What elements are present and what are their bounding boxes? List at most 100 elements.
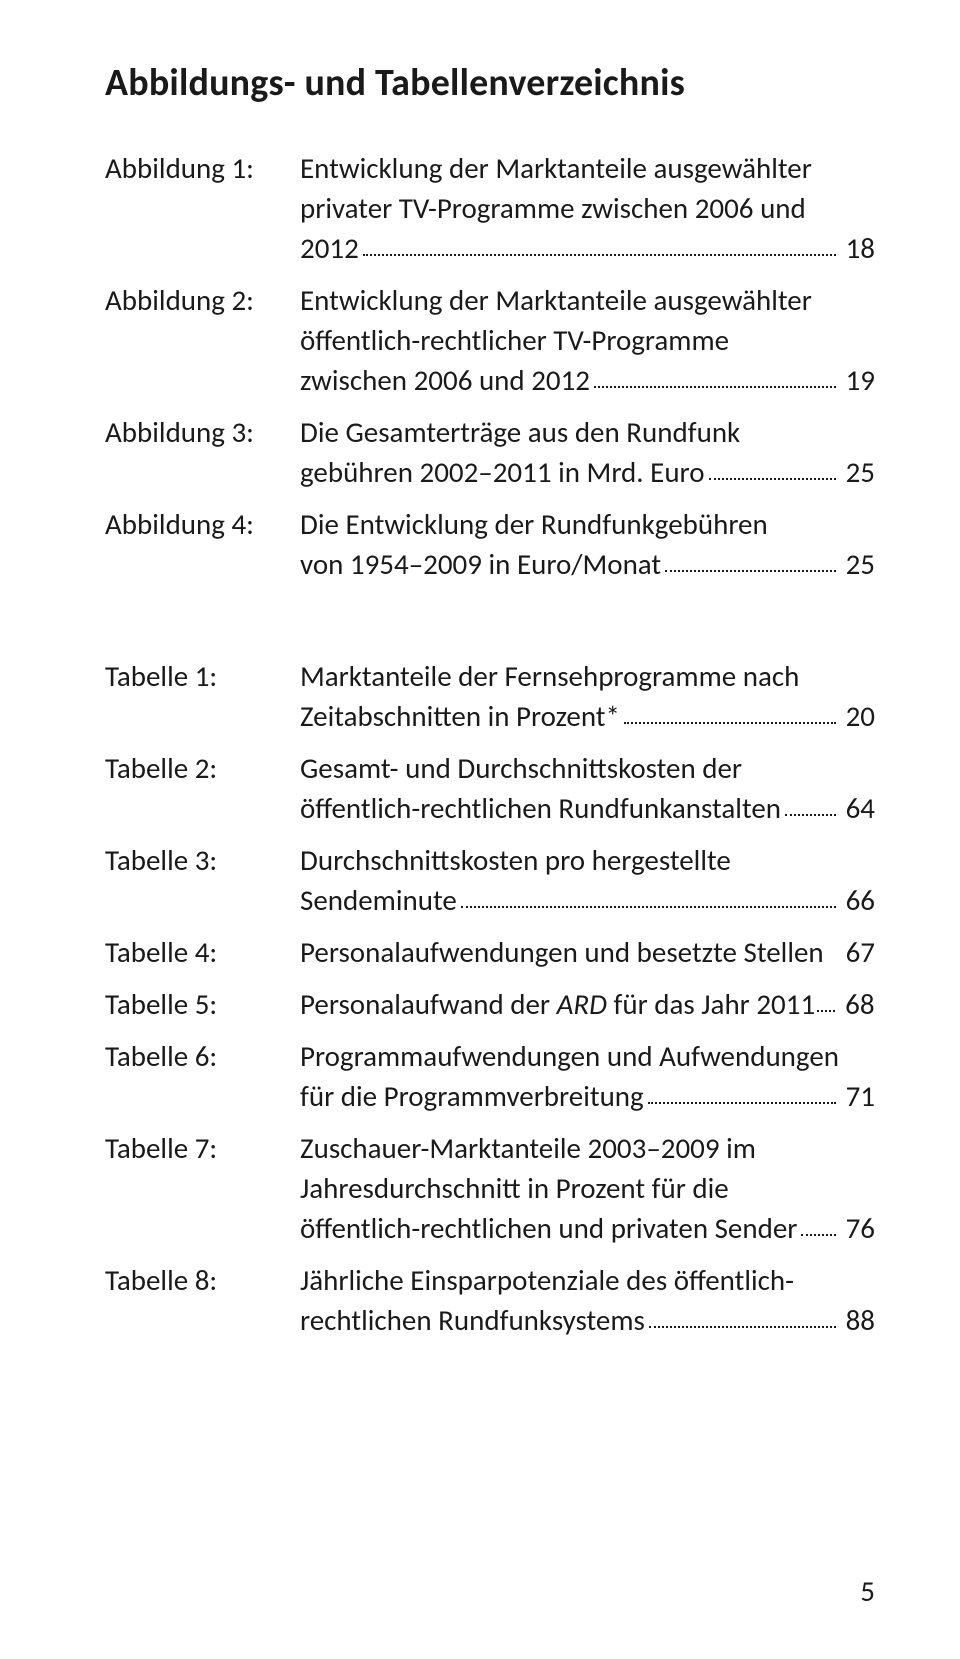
- table-page: 68: [839, 984, 874, 1024]
- table-content: Personalaufwendungen und besetzte Stelle…: [300, 932, 875, 972]
- figure-label: Abbildung 1:: [105, 148, 300, 188]
- figure-last-text: gebühren 2002–2011 in Mrd. Euro: [300, 452, 705, 492]
- leader-dots: [817, 1010, 835, 1012]
- table-entry: Tabelle 5:Personalaufwand der ARD für da…: [105, 984, 875, 1024]
- figure-text-line: Die Entwicklung der Rundfunkgebühren: [300, 504, 875, 544]
- figure-last-line: gebühren 2002–2011 in Mrd. Euro 25: [300, 452, 875, 492]
- figure-page: 25: [840, 544, 875, 584]
- page-title: Abbildungs- und Tabellenverzeichnis: [105, 60, 875, 106]
- tables-list: Tabelle 1:Marktanteile der Fernsehprogra…: [105, 656, 875, 1340]
- figure-last-text: von 1954–2009 in Euro/Monat: [300, 544, 661, 584]
- figure-last-text: zwischen 2006 und 2012: [300, 360, 590, 400]
- figure-entry: Abbildung 3:Die Gesamterträge aus den Ru…: [105, 412, 875, 492]
- leader-dots: [461, 906, 836, 908]
- table-text-line: Marktanteile der Fernsehprogramme nach: [300, 656, 875, 696]
- table-label: Tabelle 5:: [105, 984, 300, 1024]
- table-last-line: rechtlichen Rundfunksystems 88: [300, 1300, 875, 1340]
- table-last-text: öffentlich-rechtlichen und privaten Send…: [300, 1208, 797, 1248]
- table-content: Jährliche Einsparpotenziale des öffentli…: [300, 1260, 875, 1340]
- leader-dots: [665, 570, 835, 572]
- figure-last-line: 2012 18: [300, 228, 875, 268]
- figure-entry: Abbildung 2:Entwicklung der Marktanteile…: [105, 280, 875, 400]
- table-entry: Tabelle 3:Durchschnittskosten pro herges…: [105, 840, 875, 920]
- figure-content: Die Gesamterträge aus den Rundfunkgebühr…: [300, 412, 875, 492]
- leader-dots: [624, 722, 836, 724]
- table-page: 71: [840, 1076, 875, 1116]
- table-last-text: für die Programmverbreitung: [300, 1076, 644, 1116]
- figure-label: Abbildung 2:: [105, 280, 300, 320]
- figure-page: 18: [840, 228, 875, 268]
- table-last-text: Personalaufwand der ARD für das Jahr 201…: [300, 984, 815, 1024]
- figure-label: Abbildung 4:: [105, 504, 300, 544]
- figure-text-line: privater TV-Programme zwischen 2006 und: [300, 188, 875, 228]
- figure-text-line: öffentlich-rechtlicher TV-Programme: [300, 320, 875, 360]
- table-text-line: Gesamt- und Durchschnittskosten der: [300, 748, 875, 788]
- table-entry: Tabelle 8:Jährliche Einsparpotenziale de…: [105, 1260, 875, 1340]
- table-label: Tabelle 7:: [105, 1128, 300, 1168]
- figure-text-line: Die Gesamterträge aus den Rundfunk: [300, 412, 875, 452]
- table-label: Tabelle 1:: [105, 656, 300, 696]
- figure-text-line: Entwicklung der Marktanteile ausgewählte…: [300, 280, 875, 320]
- table-content: Durchschnittskosten pro hergestellteSend…: [300, 840, 875, 920]
- figure-entry: Abbildung 4:Die Entwicklung der Rundfunk…: [105, 504, 875, 584]
- table-content: Gesamt- und Durchschnittskosten deröffen…: [300, 748, 875, 828]
- table-label: Tabelle 2:: [105, 748, 300, 788]
- table-last-line: öffentlich-rechtlichen und privaten Send…: [300, 1208, 875, 1248]
- table-label: Tabelle 3:: [105, 840, 300, 880]
- table-label: Tabelle 6:: [105, 1036, 300, 1076]
- table-last-text: Personalaufwendungen und besetzte Stelle…: [300, 932, 824, 972]
- table-page: 20: [840, 696, 875, 736]
- figure-entry: Abbildung 1:Entwicklung der Marktanteile…: [105, 148, 875, 268]
- figure-content: Die Entwicklung der Rundfunkgebührenvon …: [300, 504, 875, 584]
- table-text-line: Programmaufwendungen und Aufwendungen: [300, 1036, 875, 1076]
- table-last-text: öffentlich-rechtlichen Rundfunkanstalten: [300, 788, 781, 828]
- table-last-text: rechtlichen Rundfunksystems: [300, 1300, 645, 1340]
- leader-dots: [785, 814, 836, 816]
- table-content: Personalaufwand der ARD für das Jahr 201…: [300, 984, 875, 1024]
- figure-content: Entwicklung der Marktanteile ausgewählte…: [300, 280, 875, 400]
- leader-dots: [649, 1326, 836, 1328]
- table-last-line: für die Programmverbreitung 71: [300, 1076, 875, 1116]
- leader-dots: [801, 1234, 835, 1236]
- table-entry: Tabelle 7:Zuschauer-Marktanteile 2003–20…: [105, 1128, 875, 1248]
- table-content: Marktanteile der Fernsehprogramme nachZe…: [300, 656, 875, 736]
- table-text-line: Jahresdurchschnitt in Prozent für die: [300, 1168, 875, 1208]
- table-content: Programmaufwendungen und Aufwendungenfür…: [300, 1036, 875, 1116]
- figures-list: Abbildung 1:Entwicklung der Marktanteile…: [105, 148, 875, 584]
- table-entry: Tabelle 4:Personalaufwendungen und beset…: [105, 932, 875, 972]
- figure-label: Abbildung 3:: [105, 412, 300, 452]
- table-text-line: Zuschauer-Marktanteile 2003–2009 im: [300, 1128, 875, 1168]
- table-last-line: Zeitabschnitten in Prozent* 20: [300, 696, 875, 736]
- table-last-text: Zeitabschnitten in Prozent*: [300, 696, 620, 736]
- section-gap: [105, 596, 875, 656]
- table-page: 67: [840, 932, 875, 972]
- table-page: 66: [840, 880, 875, 920]
- leader-dots: [363, 254, 836, 256]
- table-label: Tabelle 8:: [105, 1260, 300, 1300]
- figure-page: 25: [840, 452, 875, 492]
- table-last-line: Sendeminute 66: [300, 880, 875, 920]
- table-entry: Tabelle 1:Marktanteile der Fernsehprogra…: [105, 656, 875, 736]
- leader-dots: [648, 1102, 836, 1104]
- figure-last-line: zwischen 2006 und 2012 19: [300, 360, 875, 400]
- figure-last-text: 2012: [300, 228, 359, 268]
- figure-last-line: von 1954–2009 in Euro/Monat 25: [300, 544, 875, 584]
- table-text-line: Jährliche Einsparpotenziale des öffentli…: [300, 1260, 875, 1300]
- table-last-text: Sendeminute: [300, 880, 457, 920]
- figure-page: 19: [840, 360, 875, 400]
- table-last-line: Personalaufwand der ARD für das Jahr 201…: [300, 984, 875, 1024]
- table-last-line: Personalaufwendungen und besetzte Stelle…: [300, 932, 875, 972]
- table-last-line: öffentlich-rechtlichen Rundfunkanstalten…: [300, 788, 875, 828]
- figure-content: Entwicklung der Marktanteile ausgewählte…: [300, 148, 875, 268]
- figure-text-line: Entwicklung der Marktanteile ausgewählte…: [300, 148, 875, 188]
- table-entry: Tabelle 6:Programmaufwendungen und Aufwe…: [105, 1036, 875, 1116]
- table-entry: Tabelle 2:Gesamt- und Durchschnittskoste…: [105, 748, 875, 828]
- table-italic: ARD: [557, 986, 607, 1022]
- table-text-line: Durchschnittskosten pro hergestellte: [300, 840, 875, 880]
- table-page: 88: [840, 1300, 875, 1340]
- table-label: Tabelle 4:: [105, 932, 300, 972]
- page-number: 5: [860, 1573, 875, 1609]
- table-page: 76: [840, 1208, 875, 1248]
- leader-dots: [594, 386, 836, 388]
- table-content: Zuschauer-Marktanteile 2003–2009 imJahre…: [300, 1128, 875, 1248]
